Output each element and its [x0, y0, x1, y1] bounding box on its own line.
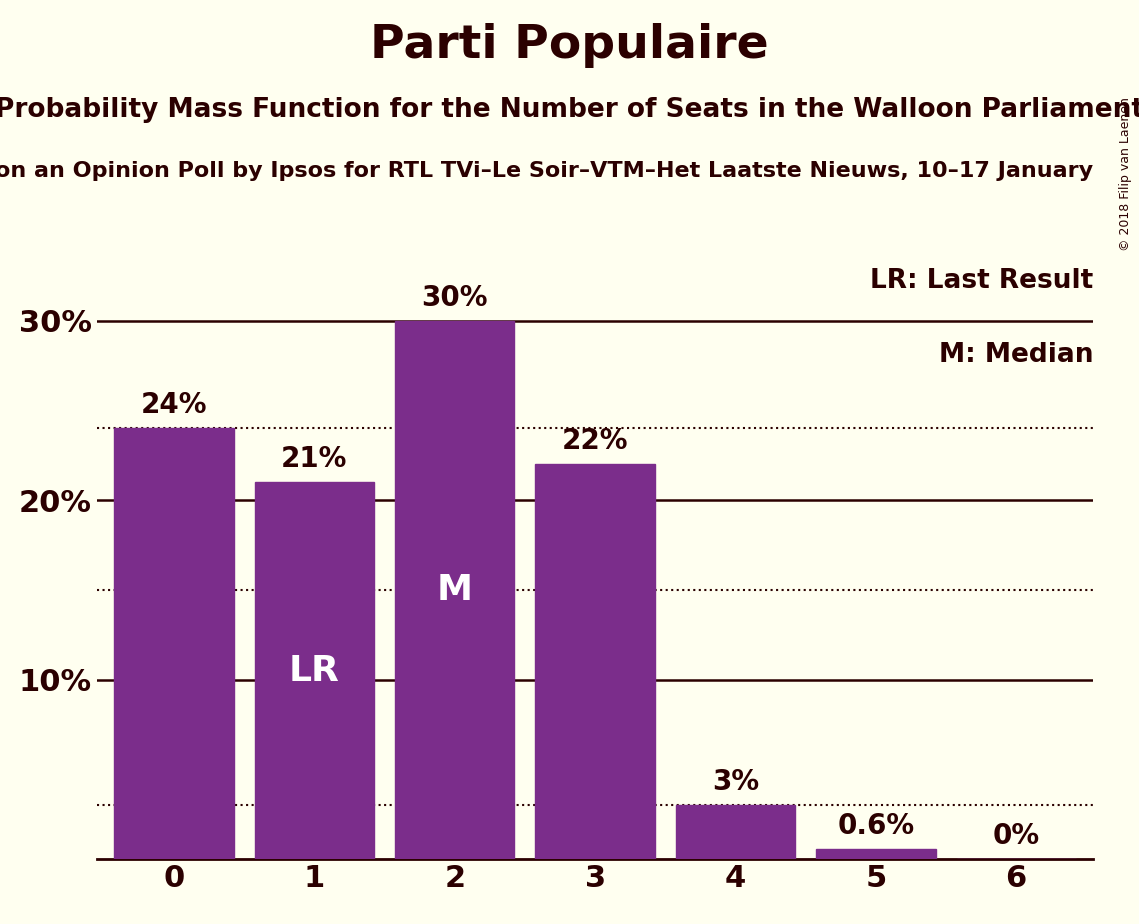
Text: 0.6%: 0.6%	[837, 811, 915, 840]
Text: 22%: 22%	[562, 428, 629, 456]
Text: 24%: 24%	[141, 392, 207, 419]
Text: © 2018 Filip van Laenen: © 2018 Filip van Laenen	[1118, 97, 1132, 251]
Text: Based on an Opinion Poll by Ipsos for RTL TVi–Le Soir–VTM–Het Laatste Nieuws, 10: Based on an Opinion Poll by Ipsos for RT…	[0, 161, 1093, 181]
Text: 21%: 21%	[281, 445, 347, 473]
Bar	[114, 429, 233, 859]
Text: M: Median: M: Median	[939, 342, 1093, 369]
Bar	[395, 321, 515, 859]
Text: Probability Mass Function for the Number of Seats in the Walloon Parliament: Probability Mass Function for the Number…	[0, 97, 1139, 123]
Bar	[535, 465, 655, 859]
Text: M: M	[436, 573, 473, 607]
Text: 0%: 0%	[993, 822, 1040, 850]
Text: LR: LR	[289, 654, 339, 687]
Text: Parti Populaire: Parti Populaire	[370, 23, 769, 68]
Text: LR: Last Result: LR: Last Result	[870, 268, 1093, 294]
Text: 30%: 30%	[421, 284, 487, 311]
Bar	[817, 848, 935, 859]
Bar	[675, 806, 795, 859]
Bar	[255, 482, 374, 859]
Text: 3%: 3%	[712, 769, 759, 796]
